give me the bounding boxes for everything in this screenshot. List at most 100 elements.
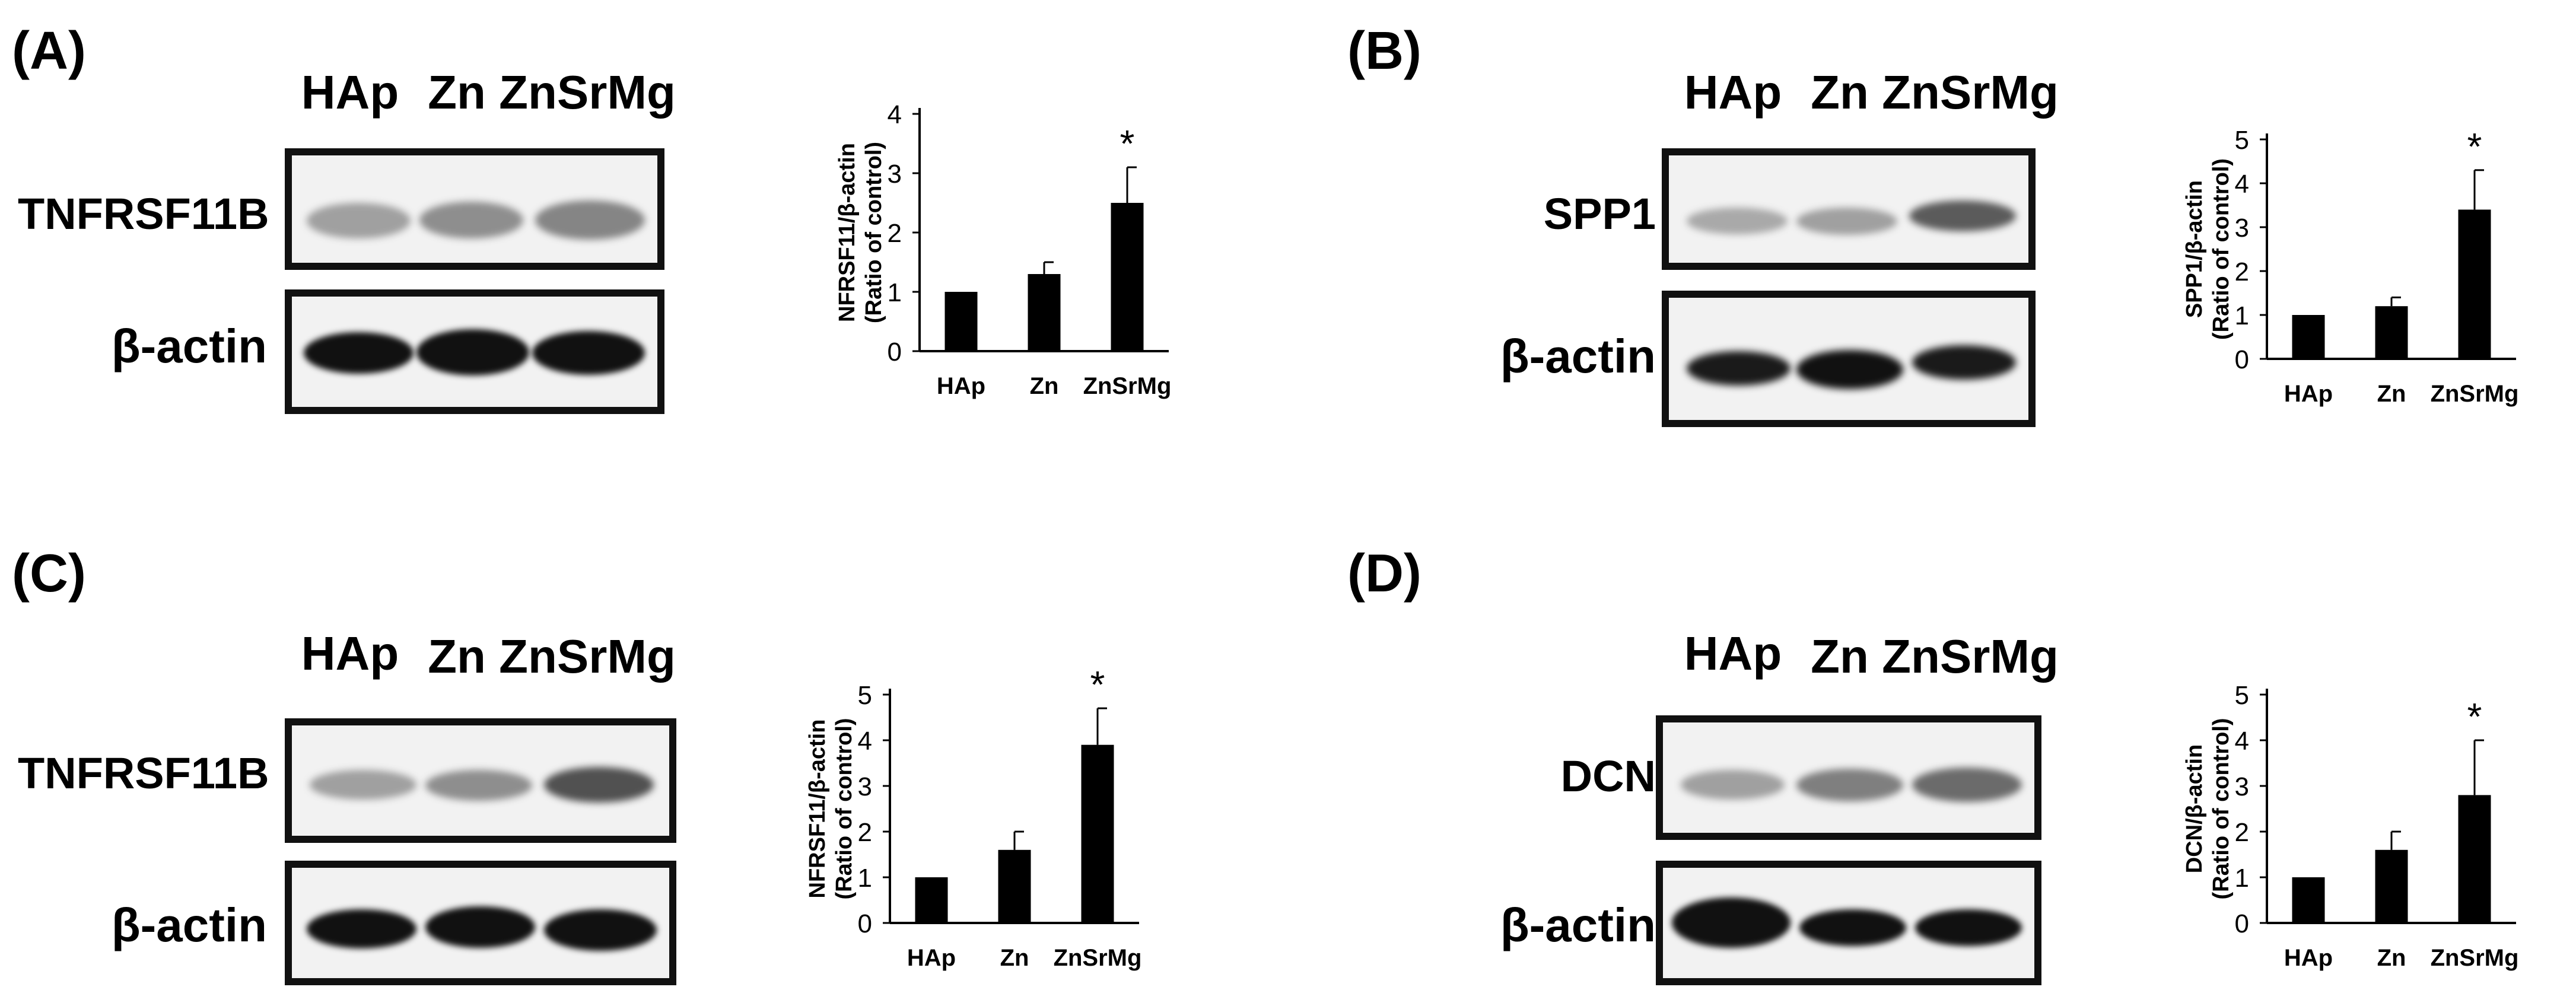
band	[1672, 897, 1791, 948]
band	[1796, 350, 1903, 389]
loading-control-label: β-actin	[111, 320, 267, 373]
bar	[2292, 877, 2325, 923]
x-tick-label: HAp	[2284, 381, 2333, 407]
bar-chart: 0 1 2 3 4 5 NFRSF11/β-actin (Ratio of control) H…	[805, 663, 1141, 971]
panel-b: (B) HAp Zn ZnSrMg SPP1 β-actin 0 1 2 3 4 5 SPP…	[1288, 0, 2576, 502]
panel-label: (A)	[12, 21, 86, 81]
band	[544, 909, 657, 951]
target-protein-label: SPP1	[1543, 189, 1656, 238]
y-tick-label: 3	[2235, 214, 2249, 243]
target-protein-label: DCN	[1560, 752, 1656, 801]
band	[1681, 770, 1785, 800]
y-axis-label: NFRSF11/β-actin	[835, 143, 860, 322]
band	[425, 770, 532, 801]
bar	[2375, 849, 2408, 923]
lane-label-hap: HAp	[301, 66, 399, 119]
bar	[2292, 315, 2325, 359]
panel-label: (C)	[12, 544, 86, 603]
band	[1687, 208, 1788, 234]
y-tick-label: 3	[858, 772, 872, 801]
band	[307, 909, 416, 948]
target-blot	[1656, 715, 2041, 840]
bar	[1081, 744, 1114, 923]
y-axis-label: SPP1/β-actin	[2182, 180, 2207, 318]
band	[1915, 909, 2022, 946]
y-tick-label: 4	[2235, 170, 2249, 199]
significance-marker: *	[2467, 125, 2482, 168]
y-tick-label: 0	[2235, 909, 2249, 938]
target-protein-label: TNFRSF11B	[18, 749, 269, 798]
y-axis-label-units: (Ratio of control)	[2209, 718, 2234, 899]
y-tick-label: 4	[858, 727, 872, 756]
loading-control-label: β-actin	[1500, 899, 1656, 951]
x-tick-label: Zn	[2377, 945, 2406, 971]
y-tick-label: 5	[2235, 126, 2249, 155]
lane-label-hap: HAp	[1684, 627, 1782, 680]
y-tick-label: 1	[888, 278, 902, 307]
bar	[915, 877, 948, 923]
y-tick-label: 1	[2235, 301, 2249, 330]
x-tick-label: HAp	[2284, 945, 2333, 971]
loading-control-blot	[1656, 861, 2041, 985]
bar	[2458, 795, 2491, 923]
target-blot	[285, 148, 664, 270]
band	[1799, 909, 1906, 946]
band	[1912, 345, 2016, 380]
x-tick-label: Zn	[1000, 945, 1029, 971]
lane-label-znsrmg: ZnSrMg	[1882, 630, 2059, 683]
band	[544, 767, 654, 803]
band	[535, 200, 645, 240]
y-tick-label: 2	[2235, 257, 2249, 286]
x-tick-label: Zn	[1030, 373, 1059, 399]
panel-label: (D)	[1347, 544, 1421, 603]
y-tick-label: 1	[858, 864, 872, 893]
band	[419, 202, 523, 238]
lane-label-znsrmg: ZnSrMg	[499, 66, 676, 119]
bar	[1111, 203, 1144, 351]
band	[1912, 768, 2022, 802]
lane-label-zn: Zn	[1811, 630, 1869, 683]
y-tick-label: 3	[888, 160, 902, 189]
y-tick-label: 3	[2235, 772, 2249, 801]
panel-d: (D) HAp Zn ZnSrMg DCN β-actin 0 1 2 3 4 5 DCN/…	[1288, 502, 2576, 1004]
loading-control-blot	[285, 289, 664, 414]
x-tick-label: ZnSrMg	[2431, 945, 2519, 971]
y-axis-label-units: (Ratio of control)	[832, 718, 857, 899]
panel-label: (B)	[1347, 21, 1421, 81]
y-axis-label: NFRSF11/β-actin	[805, 720, 830, 899]
y-tick-label: 2	[888, 219, 902, 248]
loading-control-blot	[1662, 291, 2036, 427]
x-tick-label: HAp	[907, 945, 956, 971]
band	[416, 329, 529, 375]
lane-label-znsrmg: ZnSrMg	[499, 630, 676, 683]
y-tick-label: 0	[888, 338, 902, 367]
target-protein-label: TNFRSF11B	[18, 189, 269, 238]
band	[425, 906, 535, 948]
band	[307, 203, 411, 238]
band	[532, 331, 645, 375]
y-tick-label: 0	[858, 909, 872, 938]
lane-label-hap: HAp	[301, 627, 399, 680]
lane-label-hap: HAp	[1684, 66, 1782, 119]
panel-c: (C) HAp Zn ZnSrMg TNFRSF11B β-actin 0 1 2 3…	[0, 502, 1288, 1004]
x-tick-label: HAp	[937, 373, 985, 399]
bar	[944, 292, 978, 351]
significance-marker: *	[1090, 663, 1105, 706]
x-tick-label: Zn	[2377, 381, 2406, 407]
band	[304, 332, 414, 374]
bar	[2458, 209, 2491, 359]
y-tick-label: 1	[2235, 864, 2249, 893]
lane-label-zn: Zn	[428, 66, 486, 119]
y-tick-label: 2	[858, 818, 872, 847]
bar	[2375, 306, 2408, 359]
x-tick-label: ZnSrMg	[1083, 373, 1172, 399]
y-tick-label: 4	[2235, 727, 2249, 756]
bar	[1028, 274, 1061, 351]
significance-marker: *	[2467, 695, 2482, 738]
band	[1909, 200, 2016, 231]
lane-label-zn: Zn	[428, 630, 486, 683]
y-tick-label: 4	[888, 100, 902, 129]
loading-control-blot	[285, 861, 676, 985]
bar-chart: 0 1 2 3 4 5 SPP1/β-actin (Ratio of control) HAp Z…	[2182, 125, 2518, 407]
band	[310, 770, 416, 800]
